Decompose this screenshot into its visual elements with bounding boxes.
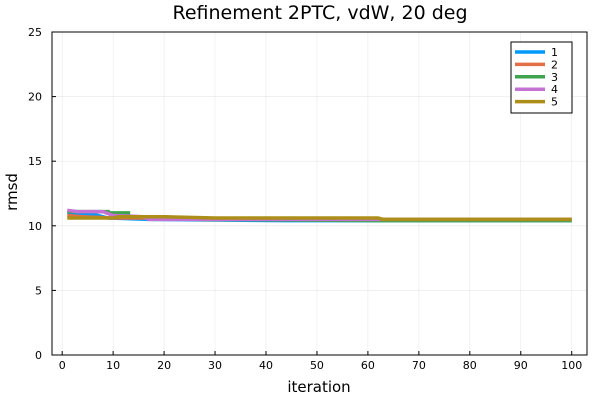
x-tick-label: 50 <box>310 359 324 372</box>
y-tick-label: 25 <box>28 26 42 39</box>
x-tick-label: 80 <box>463 359 477 372</box>
series-line-5 <box>67 215 572 222</box>
y-axis-label: rmsd <box>3 173 21 211</box>
x-tick-label: 40 <box>259 359 273 372</box>
legend-label: 2 <box>551 58 558 71</box>
legend-label: 3 <box>551 71 558 84</box>
legend-label: 1 <box>551 46 558 59</box>
y-tick-label: 20 <box>28 91 42 104</box>
x-tick-label: 30 <box>208 359 222 372</box>
x-tick-label: 60 <box>361 359 375 372</box>
y-tick-label: 5 <box>35 284 42 297</box>
x-axis-label: iteration <box>287 378 350 396</box>
legend-label: 5 <box>551 96 558 109</box>
x-tick-label: 0 <box>59 359 66 372</box>
grid <box>52 31 587 356</box>
series-lines <box>67 208 572 223</box>
x-tick-label: 20 <box>157 359 171 372</box>
legend-label: 4 <box>551 83 558 96</box>
x-tick-label: 70 <box>412 359 426 372</box>
x-tick-label: 100 <box>561 359 582 372</box>
y-tick-label: 15 <box>28 155 42 168</box>
y-tick-label: 0 <box>35 349 42 362</box>
chart-title: Refinement 2PTC, vdW, 20 deg <box>172 2 467 24</box>
x-tick-label: 10 <box>106 359 120 372</box>
x-tick-label: 90 <box>514 359 528 372</box>
plot-frame <box>51 31 588 356</box>
y-tick-label: 10 <box>28 220 42 233</box>
